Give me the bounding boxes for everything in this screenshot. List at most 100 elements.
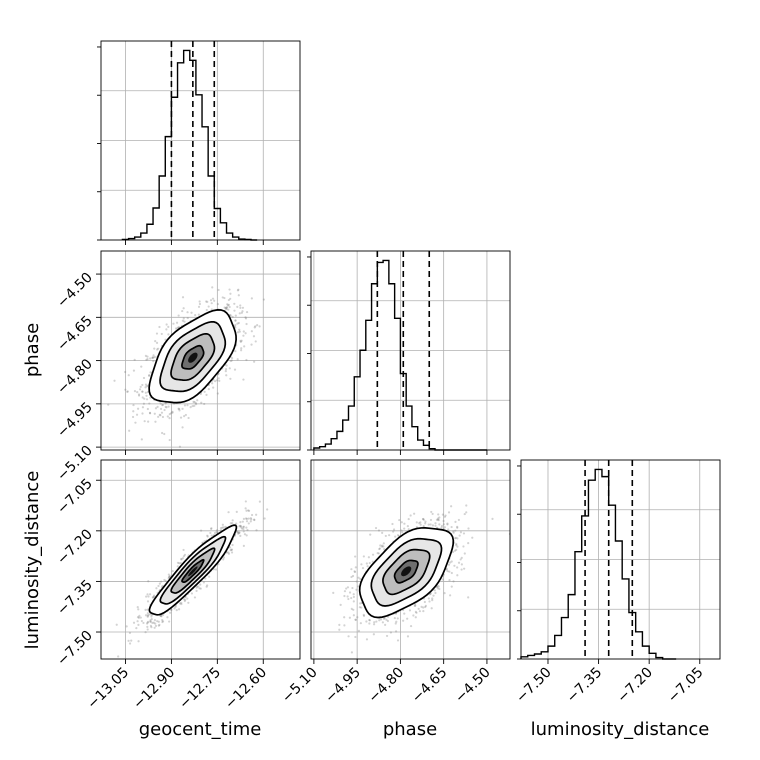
contour-geocent_time-vs-luminosity_distance-1 bbox=[170, 547, 216, 594]
scatter-point-geocent_time-vs-phase bbox=[142, 376, 146, 380]
scatter-point-geocent_time-vs-luminosity_distance bbox=[210, 527, 213, 531]
scatter-point-phase-vs-luminosity_distance bbox=[418, 522, 421, 525]
scatter-point-phase-vs-luminosity_distance bbox=[402, 619, 405, 622]
scatter-point-phase-vs-luminosity_distance bbox=[393, 616, 396, 620]
scatter-point-geocent_time-vs-luminosity_distance bbox=[193, 596, 197, 599]
scatter-point-phase-vs-luminosity_distance bbox=[415, 611, 418, 614]
scatter-point-geocent_time-vs-phase bbox=[238, 330, 241, 333]
scatter-point-phase-vs-luminosity_distance bbox=[422, 610, 425, 613]
scatter-point-phase-vs-luminosity_distance bbox=[457, 518, 460, 522]
scatter-point-geocent_time-vs-phase bbox=[182, 307, 185, 310]
scatter-point-geocent_time-vs-phase bbox=[212, 386, 215, 389]
scatter-point-phase-vs-luminosity_distance bbox=[446, 569, 449, 573]
scatter-point-geocent_time-vs-phase bbox=[168, 413, 171, 416]
scatter-point-geocent_time-vs-luminosity_distance bbox=[249, 517, 252, 520]
scatter-point-geocent_time-vs-phase bbox=[193, 404, 196, 407]
scatter-point-phase-vs-luminosity_distance bbox=[447, 528, 450, 531]
xtick-label-luminosity_distance-3: −7.05 bbox=[665, 665, 707, 707]
scatter-point-geocent_time-vs-phase bbox=[164, 338, 167, 341]
scatter-point-geocent_time-vs-phase bbox=[136, 407, 140, 410]
scatter-point-geocent_time-vs-phase bbox=[183, 414, 186, 418]
scatter-point-phase-vs-luminosity_distance bbox=[391, 522, 394, 526]
scatter-point-phase-vs-luminosity_distance bbox=[394, 535, 397, 538]
scatter-point-geocent_time-vs-phase bbox=[140, 438, 143, 441]
panel-content-phase-vs-luminosity_distance bbox=[332, 504, 510, 654]
scatter-point-geocent_time-vs-phase bbox=[234, 350, 237, 353]
scatter-point-phase-vs-luminosity_distance bbox=[460, 568, 463, 571]
scatter-point-geocent_time-vs-luminosity_distance bbox=[247, 509, 250, 512]
scatter-point-geocent_time-vs-phase bbox=[200, 401, 203, 404]
scatter-point-geocent_time-vs-luminosity_distance bbox=[144, 614, 148, 617]
scatter-point-geocent_time-vs-luminosity_distance bbox=[258, 500, 261, 503]
scatter-point-geocent_time-vs-luminosity_distance bbox=[153, 594, 156, 597]
scatter-point-geocent_time-vs-phase bbox=[210, 302, 213, 305]
scatter-point-geocent_time-vs-phase bbox=[205, 308, 208, 312]
scatter-point-geocent_time-vs-phase bbox=[178, 445, 182, 448]
scatter-point-phase-vs-luminosity_distance bbox=[343, 616, 346, 619]
scatter-point-geocent_time-vs-phase bbox=[197, 313, 200, 316]
scatter-point-geocent_time-vs-luminosity_distance bbox=[245, 534, 248, 537]
scatter-point-geocent_time-vs-phase bbox=[160, 431, 164, 435]
scatter-point-phase-vs-luminosity_distance bbox=[359, 577, 362, 581]
scatter-point-geocent_time-vs-phase bbox=[242, 334, 245, 337]
scatter-point-geocent_time-vs-phase bbox=[184, 413, 187, 417]
scatter-point-geocent_time-vs-phase bbox=[152, 356, 155, 359]
scatter-point-geocent_time-vs-luminosity_distance bbox=[161, 618, 164, 622]
scatter-point-phase-vs-luminosity_distance bbox=[350, 651, 354, 654]
scatter-point-phase-vs-luminosity_distance bbox=[442, 523, 445, 526]
scatter-point-geocent_time-vs-phase bbox=[170, 412, 173, 415]
scatter-point-geocent_time-vs-phase bbox=[217, 377, 220, 380]
scatter-point-phase-vs-luminosity_distance bbox=[375, 620, 378, 623]
scatter-point-phase-vs-luminosity_distance bbox=[377, 529, 381, 532]
scatter-point-geocent_time-vs-phase bbox=[165, 328, 168, 331]
scatter-point-geocent_time-vs-phase bbox=[168, 417, 171, 420]
scatter-point-phase-vs-luminosity_distance bbox=[434, 524, 437, 527]
scatter-point-geocent_time-vs-phase bbox=[148, 402, 151, 405]
scatter-point-phase-vs-luminosity_distance bbox=[347, 635, 350, 638]
scatter-point-phase-vs-luminosity_distance bbox=[362, 555, 365, 558]
scatter-point-phase-vs-luminosity_distance bbox=[400, 521, 403, 524]
scatter-point-geocent_time-vs-luminosity_distance bbox=[128, 642, 132, 645]
scatter-point-geocent_time-vs-phase bbox=[124, 370, 127, 374]
scatter-point-phase-vs-luminosity_distance bbox=[471, 536, 474, 539]
scatter-point-geocent_time-vs-luminosity_distance bbox=[132, 621, 136, 624]
scatter-point-geocent_time-vs-luminosity_distance bbox=[149, 620, 152, 623]
scatter-point-phase-vs-luminosity_distance bbox=[346, 586, 350, 589]
scatter-point-geocent_time-vs-luminosity_distance bbox=[242, 525, 245, 528]
scatter-point-phase-vs-luminosity_distance bbox=[406, 617, 409, 620]
scatter-point-phase-vs-luminosity_distance bbox=[388, 534, 391, 537]
scatter-point-phase-vs-luminosity_distance bbox=[445, 568, 448, 571]
scatter-point-geocent_time-vs-luminosity_distance bbox=[253, 518, 256, 521]
scatter-point-phase-vs-luminosity_distance bbox=[460, 563, 463, 566]
scatter-point-geocent_time-vs-luminosity_distance bbox=[183, 598, 186, 601]
scatter-point-geocent_time-vs-phase bbox=[148, 373, 151, 377]
scatter-point-geocent_time-vs-phase bbox=[142, 402, 146, 405]
scatter-point-geocent_time-vs-luminosity_distance bbox=[150, 617, 153, 621]
scatter-point-geocent_time-vs-luminosity_distance bbox=[147, 580, 150, 583]
scatter-point-geocent_time-vs-luminosity_distance bbox=[242, 544, 245, 548]
scatter-point-geocent_time-vs-luminosity_distance bbox=[176, 561, 180, 564]
scatter-point-phase-vs-luminosity_distance bbox=[456, 545, 459, 548]
scatter-point-geocent_time-vs-phase bbox=[151, 356, 154, 359]
scatter-point-geocent_time-vs-phase bbox=[161, 403, 164, 406]
xtick-label-geocent_time-2: −12.75 bbox=[176, 665, 224, 713]
scatter-point-geocent_time-vs-phase bbox=[236, 289, 240, 292]
scatter-point-phase-vs-luminosity_distance bbox=[396, 617, 399, 620]
scatter-point-geocent_time-vs-luminosity_distance bbox=[136, 620, 139, 623]
scatter-point-geocent_time-vs-phase bbox=[236, 305, 239, 308]
scatter-point-geocent_time-vs-luminosity_distance bbox=[153, 626, 156, 629]
scatter-point-geocent_time-vs-phase bbox=[158, 413, 161, 416]
scatter-point-geocent_time-vs-luminosity_distance bbox=[253, 518, 256, 522]
scatter-point-phase-vs-luminosity_distance bbox=[352, 593, 355, 596]
scatter-point-geocent_time-vs-phase bbox=[183, 320, 186, 323]
ytick-label-luminosity_distance-0: −7.50 bbox=[54, 628, 96, 670]
contour-geocent_time-vs-luminosity_distance-0 bbox=[181, 558, 205, 584]
scatter-point-phase-vs-luminosity_distance bbox=[354, 618, 357, 621]
scatter-point-phase-vs-luminosity_distance bbox=[456, 537, 459, 540]
panel-frame-phase-vs-luminosity_distance bbox=[310, 459, 511, 660]
scatter-point-geocent_time-vs-phase bbox=[206, 300, 209, 303]
scatter-point-geocent_time-vs-phase bbox=[181, 309, 184, 313]
ytick-label-luminosity_distance-2: −7.20 bbox=[54, 526, 96, 568]
scatter-point-geocent_time-vs-phase bbox=[191, 404, 194, 408]
scatter-point-geocent_time-vs-luminosity_distance bbox=[148, 593, 152, 596]
